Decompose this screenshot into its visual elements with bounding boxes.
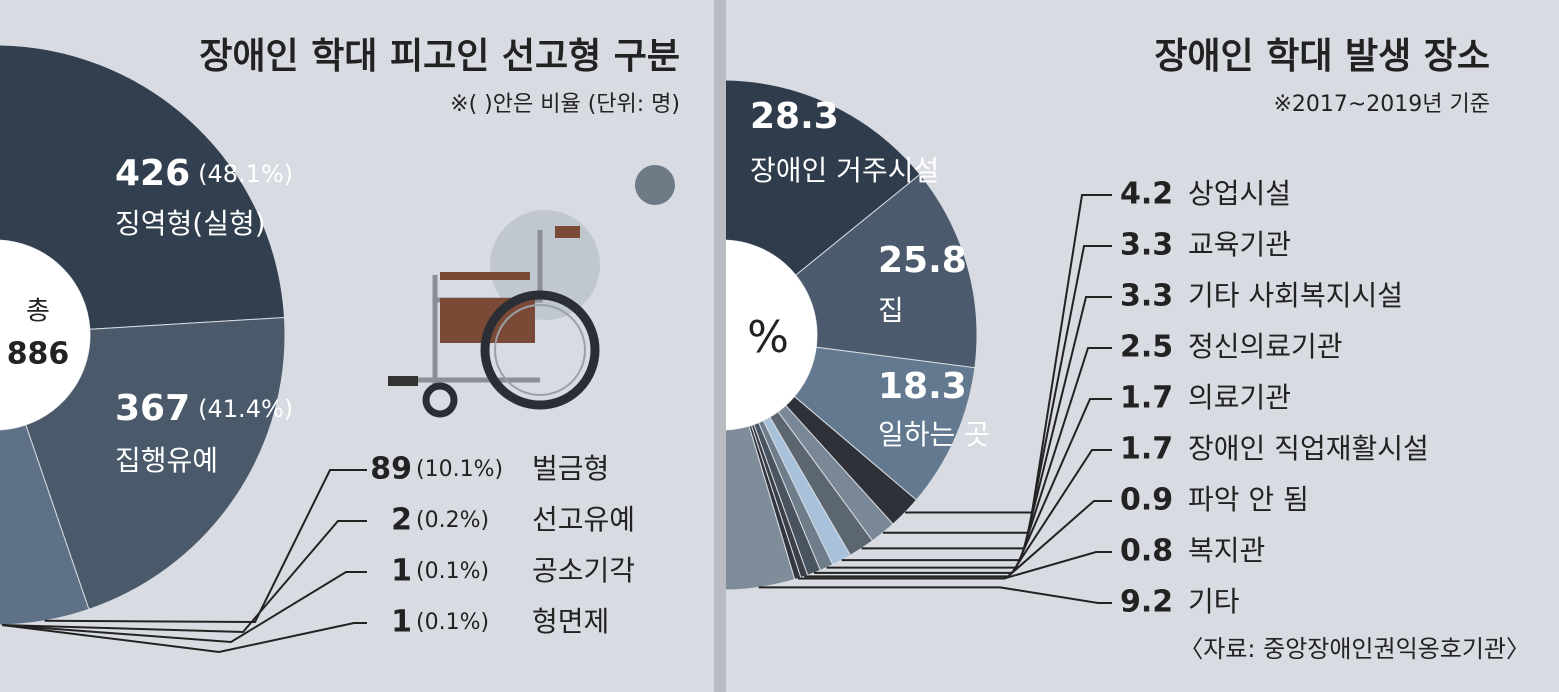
value-label: 89: [370, 452, 412, 487]
category-label: 집행유예: [115, 444, 218, 477]
pie: [0, 44, 286, 626]
donut-hole: [726, 240, 817, 430]
value-label: 1.7: [1120, 381, 1173, 416]
category-label: 의료기관: [1188, 381, 1291, 414]
category-label: 파악 안 됨: [1188, 483, 1309, 516]
value-label: 3.3: [1120, 279, 1173, 314]
leader-line: [44, 469, 367, 624]
share-label: (0.1%): [416, 559, 489, 584]
chart-subtitle: ※2017~2019년 기준: [1273, 92, 1490, 117]
value-label: 2: [391, 503, 412, 538]
category-label: 기타 사회복지시설: [1188, 279, 1403, 312]
leader-line: [758, 586, 1112, 604]
category-label: 선고유예: [532, 503, 635, 536]
share-label: (0.1%): [416, 610, 489, 635]
chart-title: 장애인 학대 피고인 선고형 구분: [199, 36, 680, 77]
leader-line: [841, 347, 1112, 562]
leader-line: [804, 500, 1112, 578]
category-label: 일하는 곳: [878, 418, 990, 451]
category-label: 공소기각: [532, 554, 635, 587]
value-label: 18.3: [878, 366, 967, 407]
chart-subtitle: ※( )안은 비율 (단위: 명): [450, 92, 680, 117]
leader-line: [882, 245, 1112, 534]
category-label: 교육기관: [1188, 228, 1291, 261]
category-label: 복지관: [1188, 534, 1265, 567]
value-label: 0.8: [1120, 534, 1173, 569]
chart-title: 장애인 학대 발생 장소: [1154, 36, 1490, 77]
category-label: 벌금형: [532, 452, 609, 485]
share-label: (10.1%): [416, 457, 503, 482]
value-label: 9.2: [1120, 585, 1173, 620]
category-label: 상업시설: [1188, 177, 1291, 210]
center-label: %: [747, 312, 789, 363]
share: (41.4%): [198, 395, 293, 423]
leader-line: [797, 551, 1112, 580]
leader-line: [1, 520, 367, 634]
leader-line: [905, 194, 1112, 514]
value: 367: [115, 388, 190, 429]
value-label: 1: [391, 605, 412, 640]
wheelchair-illustration: [388, 165, 675, 418]
value-label: 1.7: [1120, 432, 1173, 467]
category-label: 집: [878, 294, 904, 327]
center-total: 886: [7, 337, 70, 372]
value-label: 426 (48.1%): [115, 153, 293, 194]
category-label: 장애인 직업재활시설: [1188, 432, 1429, 465]
share-label: (0.2%): [416, 508, 489, 533]
value-label: 1: [391, 554, 412, 589]
category-label: 장애인 거주시설: [750, 154, 939, 187]
center-label: 총: [26, 297, 50, 327]
pie: [726, 79, 978, 591]
category-label: 징역형(실형): [115, 207, 266, 240]
leader-line: [814, 449, 1112, 574]
value-label: 4.2: [1120, 177, 1173, 212]
category-label: 기타: [1188, 585, 1240, 618]
value-label: 0.9: [1120, 483, 1173, 518]
share: (48.1%): [198, 160, 293, 188]
leader-line: [1, 571, 367, 644]
value-label: 25.8: [878, 240, 967, 281]
leader-line: [861, 296, 1112, 550]
value: 426: [115, 153, 190, 194]
category-label: 형면제: [532, 605, 609, 638]
source: 〈자료: 중앙장애인권익옹호기관〉: [1179, 635, 1530, 663]
value-label: 28.3: [750, 96, 839, 137]
leader-line: [826, 398, 1112, 569]
category-label: 정신의료기관: [1188, 330, 1343, 363]
value-label: 2.5: [1120, 330, 1173, 365]
value-label: 367 (41.4%): [115, 388, 293, 429]
donut-hole: [0, 240, 90, 430]
leader-line: [1, 622, 367, 654]
value-label: 3.3: [1120, 228, 1173, 263]
